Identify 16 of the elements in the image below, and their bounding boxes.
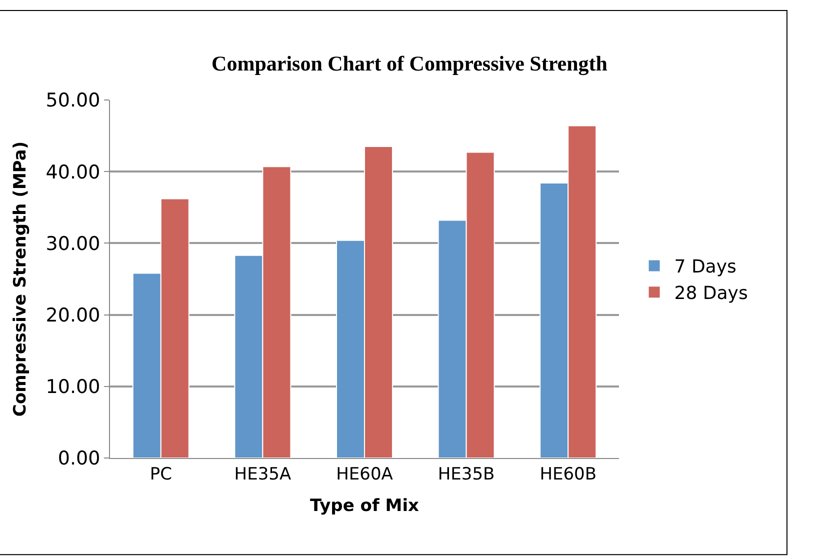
chart-title: Comparison Chart of Compressive Strength <box>212 52 608 76</box>
y-tick-label: 20.00 <box>46 304 100 326</box>
y-tick-label: 40.00 <box>46 161 100 184</box>
x-tick-label: HE60B <box>540 464 597 484</box>
x-tick-label: HE35B <box>438 464 495 484</box>
y-tick-label: 30.00 <box>46 232 100 255</box>
x-tick-label: PC <box>150 464 172 484</box>
y-axis-title: Compressive Strength (MPa) <box>10 141 30 417</box>
x-tick-label: HE60A <box>336 464 394 484</box>
x-axis-title: Type of Mix <box>310 496 420 516</box>
x-tick-label: HE35A <box>234 464 292 484</box>
y-tick-label: 0.00 <box>58 448 100 470</box>
legend-label: 7 Days <box>674 256 736 278</box>
y-tick-label: 10.00 <box>46 376 100 398</box>
legend-label: 28 Days <box>674 283 748 304</box>
y-tick-label: 50.00 <box>46 90 100 112</box>
